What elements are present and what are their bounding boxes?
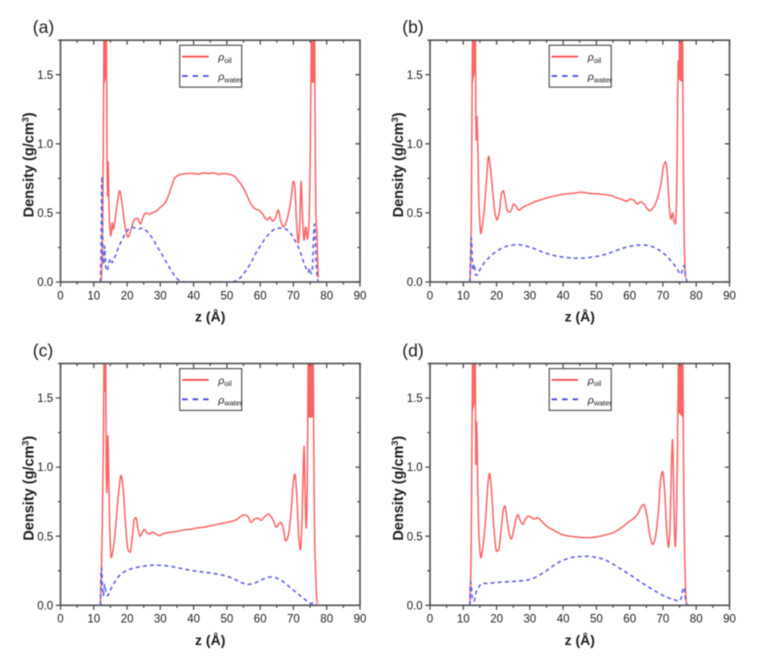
svg-text:0.0: 0.0 — [407, 600, 423, 612]
svg-text:(b): (b) — [402, 17, 423, 37]
svg-text:ρwater: ρwater — [587, 394, 613, 407]
svg-text:Density (g/cm3): Density (g/cm3) — [390, 436, 407, 541]
svg-text:ρoil: ρoil — [587, 52, 602, 65]
svg-text:10: 10 — [457, 614, 470, 626]
svg-text:10: 10 — [457, 290, 470, 302]
svg-text:20: 20 — [121, 614, 134, 626]
svg-text:0.5: 0.5 — [37, 208, 53, 220]
svg-text:0: 0 — [57, 614, 63, 626]
svg-text:z (Å): z (Å) — [565, 309, 595, 325]
svg-text:1.5: 1.5 — [407, 70, 423, 82]
svg-text:20: 20 — [121, 290, 134, 302]
svg-text:0.0: 0.0 — [407, 277, 423, 289]
svg-text:70: 70 — [287, 614, 300, 626]
svg-text:ρwater: ρwater — [217, 71, 243, 84]
svg-text:80: 80 — [690, 614, 703, 626]
svg-text:0.0: 0.0 — [37, 600, 53, 612]
svg-text:10: 10 — [87, 614, 100, 626]
svg-text:50: 50 — [221, 614, 234, 626]
svg-text:ρwater: ρwater — [587, 71, 613, 84]
svg-text:30: 30 — [523, 290, 536, 302]
svg-text:60: 60 — [254, 290, 267, 302]
svg-text:(c): (c) — [33, 340, 53, 360]
svg-text:z (Å): z (Å) — [565, 632, 595, 648]
svg-text:ρwater: ρwater — [217, 394, 243, 407]
svg-text:0: 0 — [57, 290, 63, 302]
svg-text:90: 90 — [354, 614, 367, 626]
svg-text:z (Å): z (Å) — [195, 632, 225, 648]
svg-text:40: 40 — [557, 614, 570, 626]
svg-text:60: 60 — [254, 614, 267, 626]
svg-text:90: 90 — [354, 290, 367, 302]
svg-text:90: 90 — [723, 290, 736, 302]
svg-text:60: 60 — [623, 290, 636, 302]
svg-text:40: 40 — [557, 290, 570, 302]
svg-text:40: 40 — [187, 290, 200, 302]
svg-text:(a): (a) — [33, 17, 54, 37]
svg-text:z (Å): z (Å) — [195, 309, 225, 325]
svg-text:1.5: 1.5 — [37, 393, 53, 405]
svg-text:30: 30 — [154, 614, 167, 626]
svg-text:Density (g/cm3): Density (g/cm3) — [21, 436, 38, 541]
svg-text:1.0: 1.0 — [407, 462, 423, 474]
svg-text:ρoil: ρoil — [217, 52, 232, 65]
svg-text:(d): (d) — [402, 340, 423, 360]
svg-text:70: 70 — [287, 290, 300, 302]
svg-text:20: 20 — [490, 614, 503, 626]
svg-text:10: 10 — [87, 290, 100, 302]
svg-text:80: 80 — [690, 290, 703, 302]
svg-text:70: 70 — [657, 290, 670, 302]
svg-text:0.0: 0.0 — [37, 277, 53, 289]
svg-text:50: 50 — [221, 290, 234, 302]
svg-text:0.5: 0.5 — [37, 531, 53, 543]
svg-text:1.5: 1.5 — [37, 70, 53, 82]
svg-text:Density (g/cm3): Density (g/cm3) — [390, 112, 407, 217]
svg-text:Density (g/cm3): Density (g/cm3) — [21, 112, 38, 217]
svg-text:70: 70 — [657, 614, 670, 626]
svg-text:30: 30 — [523, 614, 536, 626]
svg-text:0.5: 0.5 — [407, 531, 423, 543]
svg-text:30: 30 — [154, 290, 167, 302]
svg-text:1.0: 1.0 — [37, 139, 53, 151]
svg-text:50: 50 — [590, 290, 603, 302]
svg-text:0.5: 0.5 — [407, 208, 423, 220]
svg-text:ρoil: ρoil — [587, 375, 602, 388]
svg-text:90: 90 — [723, 614, 736, 626]
svg-text:1.0: 1.0 — [407, 139, 423, 151]
svg-text:20: 20 — [490, 290, 503, 302]
svg-text:0: 0 — [427, 290, 433, 302]
svg-text:80: 80 — [320, 614, 333, 626]
svg-text:1.5: 1.5 — [407, 393, 423, 405]
svg-text:1.0: 1.0 — [37, 462, 53, 474]
svg-text:ρoil: ρoil — [217, 375, 232, 388]
svg-text:50: 50 — [590, 614, 603, 626]
svg-text:80: 80 — [320, 290, 333, 302]
svg-text:0: 0 — [427, 614, 433, 626]
svg-text:60: 60 — [623, 614, 636, 626]
svg-text:40: 40 — [187, 614, 200, 626]
